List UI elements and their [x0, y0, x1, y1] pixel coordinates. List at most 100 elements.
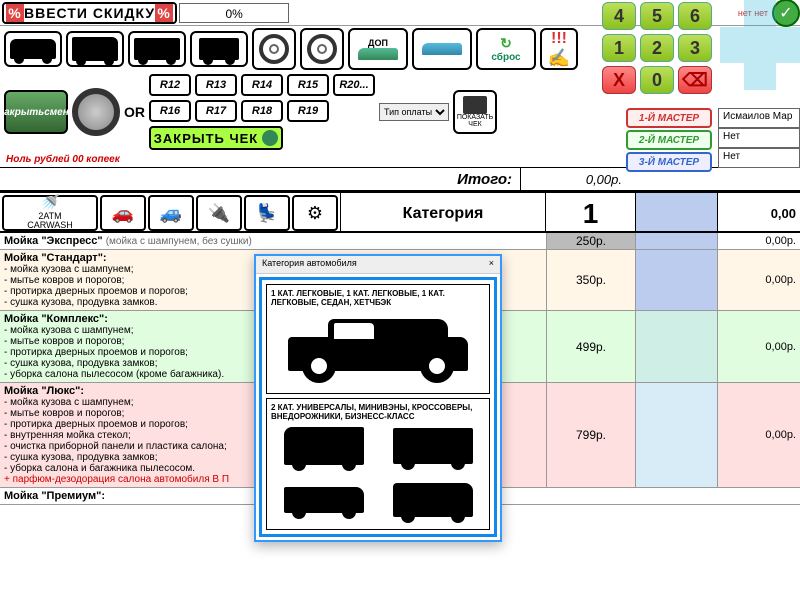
size-r19[interactable]: R19: [287, 100, 329, 122]
category-value: 1: [546, 193, 636, 231]
master-2-button[interactable]: 2-Й МАСТЕР: [626, 130, 712, 150]
van-illustration: [271, 421, 376, 471]
or-label: OR: [124, 104, 145, 120]
percent-icon: %: [155, 4, 173, 22]
close-shift-button[interactable]: Закрыть смену: [4, 90, 68, 134]
show-check-l1: ПОКАЗАТЬ: [457, 114, 493, 121]
crossover-illustration: [380, 475, 485, 525]
master-1-button[interactable]: 1-Й МАСТЕР: [626, 108, 712, 128]
category-label: Категория: [340, 193, 546, 231]
modal-cat1-text: 1 КАТ. ЛЕГКОВЫЕ, 1 КАТ. ЛЕГКОВЫЕ, 1 КАТ.…: [271, 289, 485, 307]
key-backspace[interactable]: ⌫: [678, 66, 712, 94]
reset-label: сброс: [491, 52, 520, 63]
wagon-illustration: [271, 475, 376, 525]
service-desc: Мойка "Экспресс" (мойка с шампунем, без …: [0, 233, 546, 249]
car-van-button[interactable]: [128, 31, 186, 67]
carwash-l2: CARWASH: [27, 221, 73, 230]
service-price: 250р.: [546, 233, 636, 249]
dop-label: ДОП: [368, 38, 388, 48]
category-modal: Категория автомобиля × 1 КАТ. ЛЕГКОВЫЕ, …: [254, 254, 502, 542]
service-price: 799р.: [546, 383, 636, 487]
size-r13[interactable]: R13: [195, 74, 237, 96]
percent-icon: %: [6, 4, 24, 22]
service-total: 0,00р.: [718, 250, 800, 310]
key-2[interactable]: 2: [640, 34, 674, 62]
mini-car-icon: [358, 48, 398, 60]
suv-illustration: [380, 421, 485, 471]
car-sedan-button[interactable]: [4, 31, 62, 67]
size-r16[interactable]: R16: [149, 100, 191, 122]
master-3-button[interactable]: 3-Й МАСТЕР: [626, 152, 712, 172]
close-shift-l1: Закрыть: [0, 107, 44, 118]
key-1[interactable]: 1: [602, 34, 636, 62]
service-total: 0,00р.: [718, 233, 800, 249]
category-blank: [636, 193, 718, 231]
wash-icon-2[interactable]: 🚙: [148, 195, 194, 231]
service-col-b: [636, 383, 718, 487]
service-total: 0,00р.: [718, 383, 800, 487]
modal-close-icon[interactable]: ×: [489, 258, 494, 271]
key-5[interactable]: 5: [640, 2, 674, 30]
seat-icon[interactable]: 💺: [244, 195, 290, 231]
size-r12[interactable]: R12: [149, 74, 191, 96]
discount-value: 0%: [179, 3, 289, 23]
service-col-b: [636, 250, 718, 310]
wheel-button-2[interactable]: [300, 28, 344, 70]
key-6[interactable]: 6: [678, 2, 712, 30]
modal-category-2[interactable]: 2 КАТ. УНИВЕРСАЛЫ, МИНИВЭНЫ, КРОССОВЕРЫ,…: [266, 398, 490, 530]
big-wheel-icon[interactable]: [72, 88, 120, 136]
key-4[interactable]: 4: [602, 2, 636, 30]
master-2-name: Нет: [718, 128, 800, 148]
close-check-label: ЗАКРЫТЬ ЧЕК: [154, 131, 259, 146]
wheel-size-grid: R12 R13 R14 R15 R20... R16 R17 R18 R19 З…: [149, 74, 375, 150]
reset-button[interactable]: ↻ сброс: [476, 28, 536, 70]
modal-title: Категория автомобиля: [262, 258, 357, 271]
mini-car-icon: [422, 43, 462, 55]
size-r15[interactable]: R15: [287, 74, 329, 96]
size-r20[interactable]: R20...: [333, 74, 375, 96]
circle-icon: [262, 130, 278, 146]
tv-icon: [463, 96, 487, 114]
cars-grid: [271, 421, 485, 525]
sedan-illustration: [278, 313, 478, 383]
discount-label: ВВЕСТИ СКИДКУ: [24, 5, 155, 21]
show-check-button[interactable]: ПОКАЗАТЬ ЧЕК: [453, 90, 497, 134]
master-column: 1-Й МАСТЕР 2-Й МАСТЕР 3-Й МАСТЕР: [626, 108, 712, 172]
size-r18[interactable]: R18: [241, 100, 283, 122]
show-check-l2: ЧЕК: [468, 121, 481, 128]
carwash-icon[interactable]: 🚿 2ATM CARWASH: [2, 195, 98, 231]
alert-button[interactable]: !!! ✍: [540, 28, 578, 70]
size-r17[interactable]: R17: [195, 100, 237, 122]
wheel-button-1[interactable]: [252, 28, 296, 70]
category-row: 🚿 2ATM CARWASH 🚗 🚙 🔌 💺 ⚙ Категория 1 0,0…: [0, 191, 800, 233]
wash-button[interactable]: [412, 28, 472, 70]
service-total: 0,00р.: [718, 311, 800, 382]
key-clear[interactable]: X: [602, 66, 636, 94]
key-3[interactable]: 3: [678, 34, 712, 62]
car-truck-button[interactable]: [190, 31, 248, 67]
confirm-icon[interactable]: ✓: [772, 0, 800, 27]
vacuum-icon[interactable]: 🔌: [196, 195, 242, 231]
hand-icon: ✍: [548, 48, 570, 69]
pay-type-select[interactable]: Тип оплаты: [379, 103, 449, 121]
close-check-button[interactable]: ЗАКРЫТЬ ЧЕК: [149, 126, 283, 150]
dop-button[interactable]: ДОП: [348, 28, 408, 70]
size-r14[interactable]: R14: [241, 74, 283, 96]
wash-icon-1[interactable]: 🚗: [100, 195, 146, 231]
reset-arrow-icon: ↻: [500, 35, 512, 52]
category-total: 0,00: [718, 193, 800, 231]
excl-label: !!!: [551, 30, 567, 48]
modal-category-1[interactable]: 1 КАТ. ЛЕГКОВЫЕ, 1 КАТ. ЛЕГКОВЫЕ, 1 КАТ.…: [266, 284, 490, 394]
key-0[interactable]: 0: [640, 66, 674, 94]
discount-button[interactable]: % ВВЕСТИ СКИДКУ %: [2, 2, 177, 24]
modal-cat2-text: 2 КАТ. УНИВЕРСАЛЫ, МИНИВЭНЫ, КРОССОВЕРЫ,…: [271, 403, 485, 421]
service-price: 499р.: [546, 311, 636, 382]
total-label: Итого:: [0, 168, 520, 190]
total-value: 0,00р.: [520, 168, 630, 190]
modal-body: 1 КАТ. ЛЕГКОВЫЕ, 1 КАТ. ЛЕГКОВЫЕ, 1 КАТ.…: [259, 277, 497, 537]
category-icons: 🚿 2ATM CARWASH 🚗 🚙 🔌 💺 ⚙: [0, 193, 340, 231]
service-price: 350р.: [546, 250, 636, 310]
service-row[interactable]: Мойка "Экспресс" (мойка с шампунем, без …: [0, 233, 800, 250]
car-suv-button[interactable]: [66, 31, 124, 67]
engine-icon[interactable]: ⚙: [292, 195, 338, 231]
